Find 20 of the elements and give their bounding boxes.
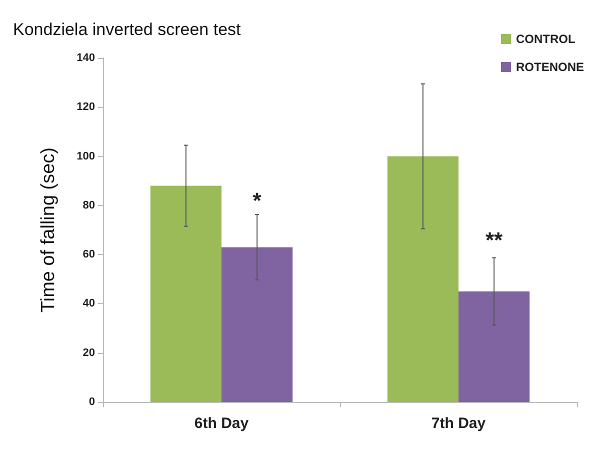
y-tick-label: 140 [76, 52, 95, 64]
annotation: * [252, 188, 262, 214]
bar [387, 156, 458, 402]
y-tick-label: 40 [82, 298, 95, 310]
y-tick-label: 0 [88, 396, 95, 408]
bar [458, 291, 530, 402]
annotation: ** [485, 227, 504, 252]
legend-label: ROTENONE [516, 60, 584, 74]
bar [222, 247, 293, 402]
x-tick-label: 7th Day [431, 415, 486, 432]
y-tick-label: 100 [76, 150, 95, 162]
legend-label: CONTROL [516, 32, 576, 46]
x-tick-label: 6th Day [194, 415, 250, 432]
y-tick-label: 20 [82, 346, 95, 359]
bar [150, 186, 222, 402]
y-tick-label: 80 [82, 199, 95, 212]
y-tick-label: 120 [76, 101, 95, 114]
y-axis-title: Time of falling (sec) [38, 147, 59, 313]
y-tick-label: 60 [82, 248, 95, 261]
chart-title: Kondziela inverted screen test [13, 20, 242, 39]
